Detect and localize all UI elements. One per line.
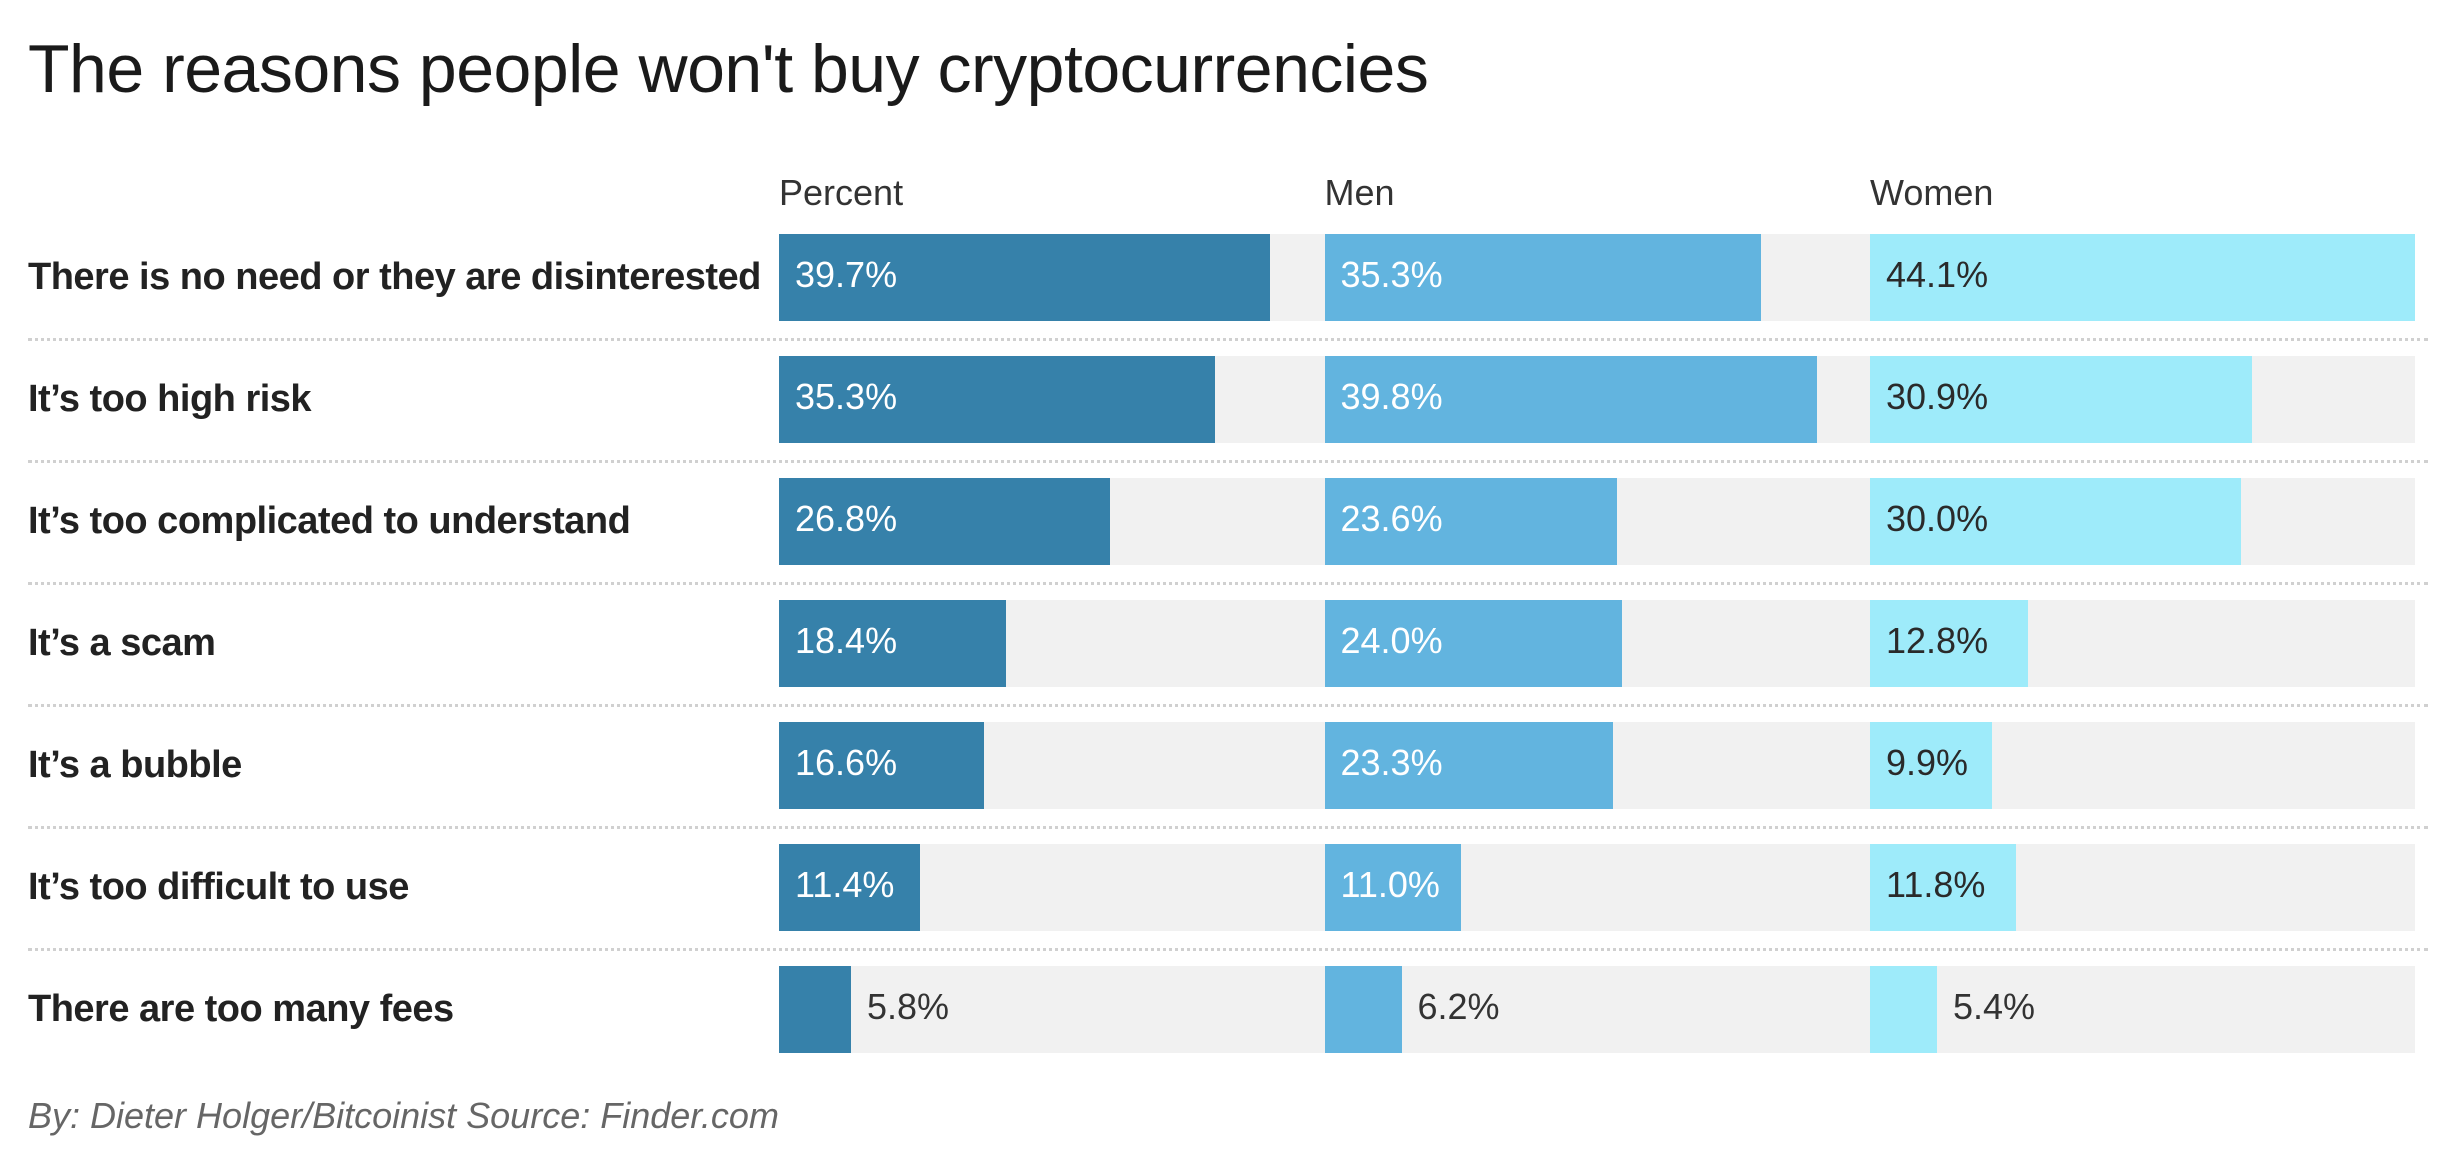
value-label-women: 44.1%: [1886, 254, 1989, 295]
column-header-men: Men: [1324, 172, 1395, 213]
row-divider: [28, 704, 2428, 707]
category-label: It’s too high risk: [28, 378, 312, 420]
bar-men: [1324, 234, 1761, 321]
value-label-women: 30.9%: [1886, 376, 1989, 417]
row-divider: [28, 582, 2428, 585]
bar-women: [1870, 844, 2016, 931]
value-label-women: 12.8%: [1886, 620, 1989, 661]
row-divider: [28, 948, 2428, 951]
row-divider: [28, 338, 2428, 341]
bar-women: [1870, 234, 2415, 321]
value-label-percent: 5.8%: [867, 986, 950, 1027]
value-label-men: 23.3%: [1340, 742, 1443, 783]
category-label: There is no need or they are disinterest…: [28, 256, 761, 298]
chart-row: It’s too complicated to understand 26.8% 2…: [0, 478, 2444, 600]
value-label-men: 35.3%: [1340, 254, 1443, 295]
value-label-percent: 39.7%: [795, 254, 898, 295]
bar-percent: [779, 722, 984, 809]
column-header-percent: Percent: [779, 172, 904, 213]
row-divider: [28, 826, 2428, 829]
chart-row: It’s a bubble 16.6% 23.3% 9.9%: [0, 722, 2444, 844]
bar-percent: [779, 844, 920, 931]
chart-row: There are too many fees 5.8% 6.2% 5.4%: [0, 966, 2444, 1088]
value-label-women: 5.4%: [1953, 986, 2036, 1027]
bar-men: [1324, 722, 1613, 809]
bar-women: [1870, 966, 1937, 1053]
value-label-women: 11.8%: [1886, 864, 1986, 905]
bar-women: [1870, 600, 2028, 687]
bar-percent: [779, 356, 1215, 443]
category-label: It’s a scam: [28, 622, 216, 664]
category-label: There are too many fees: [28, 988, 454, 1030]
chart-row: It’s too high risk 35.3% 39.8% 30.9%: [0, 356, 2444, 478]
value-label-men: 24.0%: [1340, 620, 1443, 661]
value-label-percent: 26.8%: [795, 498, 898, 539]
row-divider: [28, 460, 2428, 463]
bar-percent: [779, 600, 1006, 687]
bar-men: [1324, 356, 1817, 443]
chart-title: The reasons people won't buy cryptocurre…: [28, 31, 1429, 107]
bar-men: [1324, 600, 1622, 687]
bar-men: [1324, 966, 1402, 1053]
value-label-men: 39.8%: [1340, 376, 1443, 417]
bar-women: [1870, 356, 2252, 443]
value-label-percent: 18.4%: [795, 620, 898, 661]
value-label-men: 11.0%: [1340, 864, 1440, 905]
chart-row: It’s too difficult to use 11.4% 11.0% 11.8%: [0, 844, 2444, 966]
column-header-women: Women: [1870, 172, 1994, 213]
category-label: It’s a bubble: [28, 744, 242, 786]
bar-men: [1324, 844, 1461, 931]
bar-men: [1324, 478, 1617, 565]
value-label-men: 6.2%: [1417, 986, 1500, 1027]
category-label: It’s too difficult to use: [28, 866, 409, 908]
bar-percent: [779, 966, 851, 1053]
chart-footer-credit: By: Dieter Holger/Bitcoinist Source: Fin…: [28, 1095, 779, 1136]
value-label-men: 23.6%: [1340, 498, 1443, 539]
bar-women: [1870, 722, 1992, 809]
bar-track: [779, 966, 2415, 1053]
bar-track: [779, 844, 2415, 931]
value-label-percent: 11.4%: [795, 864, 895, 905]
value-label-women: 9.9%: [1886, 742, 1969, 783]
category-label: It’s too complicated to understand: [28, 500, 631, 542]
chart-row: It’s a scam 18.4% 24.0% 12.8%: [0, 600, 2444, 722]
chart-row: There is no need or they are disinterest…: [0, 234, 2444, 356]
value-label-percent: 16.6%: [795, 742, 898, 783]
bar-percent: [779, 478, 1110, 565]
value-label-percent: 35.3%: [795, 376, 898, 417]
bar-percent: [779, 234, 1270, 321]
value-label-women: 30.0%: [1886, 498, 1989, 539]
bar-women: [1870, 478, 2241, 565]
